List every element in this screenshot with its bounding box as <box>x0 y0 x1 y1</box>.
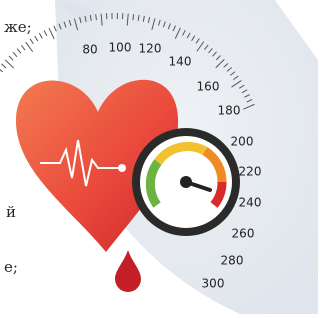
illustration: же; й е; 80 100 120 140 160 180 200 220 240 260 28… <box>0 0 318 314</box>
dial-label: 120 <box>139 42 162 56</box>
dial-label: 240 <box>239 196 262 210</box>
dial-label: 220 <box>239 165 262 179</box>
dial-tick <box>54 26 56 31</box>
dial-label: 300 <box>202 277 225 291</box>
dial-label: 260 <box>232 227 255 241</box>
dial-label: 280 <box>221 254 244 268</box>
text-fragment: же; <box>4 18 32 36</box>
dial-label: 200 <box>231 135 254 149</box>
dial-tick <box>44 31 47 36</box>
dial-tick <box>0 68 3 72</box>
dial-tick <box>9 56 13 60</box>
ecg-dot <box>118 164 126 172</box>
dial-tick <box>39 33 42 38</box>
dial-tick <box>13 52 17 56</box>
dial-label: 100 <box>109 41 132 55</box>
text-fragment: е; <box>4 258 18 276</box>
text-fragment: й <box>6 203 16 221</box>
dial-tick <box>5 60 14 68</box>
dial-tick <box>30 39 33 44</box>
gauge-hub <box>180 176 192 188</box>
dial-tick <box>2 64 6 68</box>
blood-drop <box>115 250 141 292</box>
dial-tick <box>21 45 25 50</box>
dial-label: 160 <box>197 80 220 94</box>
dial-tick <box>26 42 33 52</box>
dial-tick <box>35 36 38 41</box>
dial-label: 80 <box>82 43 97 57</box>
dial-tick <box>49 28 54 39</box>
dial-label: 180 <box>218 104 241 118</box>
dial-tick <box>17 49 21 54</box>
dial-label: 140 <box>169 55 192 69</box>
